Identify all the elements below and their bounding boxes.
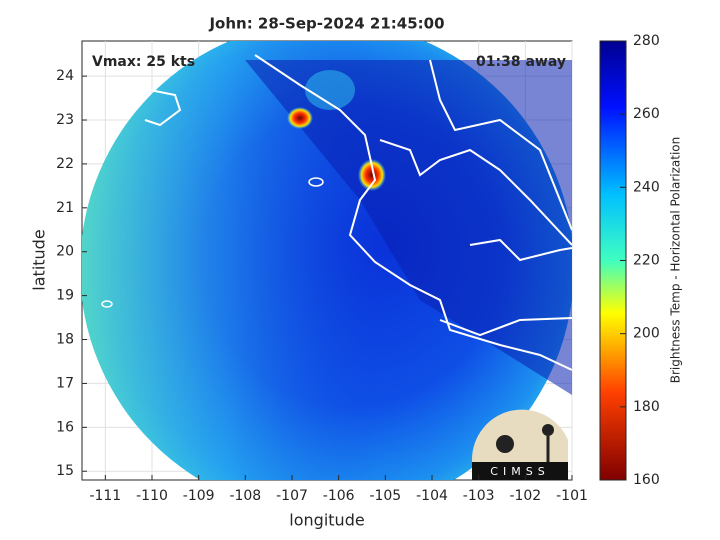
- y-tick-label: 21: [56, 200, 74, 216]
- y-axis-label: latitude: [30, 229, 49, 290]
- island: [101, 300, 113, 308]
- logo-tower: [542, 424, 554, 436]
- border: [379, 139, 572, 246]
- logo-text: CIMSS: [490, 465, 549, 478]
- time-annotation: 01:38 away: [476, 54, 566, 70]
- vmax-annotation: Vmax: 25 kts: [92, 54, 195, 70]
- x-axis-label: longitude: [289, 511, 364, 530]
- x-tick-label: -102: [509, 488, 541, 504]
- colorbar-tick-label: 280: [633, 33, 660, 49]
- border: [469, 238, 572, 262]
- x-tick-label: -106: [323, 488, 355, 504]
- y-tick-label: 20: [56, 244, 74, 260]
- colorbar-tick-label: 200: [633, 326, 660, 342]
- y-tick-label: 18: [56, 332, 74, 348]
- y-tick-label: 17: [56, 375, 74, 391]
- coastline: [254, 54, 572, 371]
- y-tick-label: 22: [56, 156, 74, 172]
- y-tick-label: 16: [56, 419, 74, 435]
- x-tick-label: -105: [369, 488, 401, 504]
- logo-dish: [496, 435, 514, 453]
- hot-spot: [287, 107, 313, 129]
- colorbar-tick-label: 160: [633, 472, 660, 488]
- x-tick-label: -104: [416, 488, 448, 504]
- y-tick-label: 15: [56, 463, 74, 479]
- island: [308, 177, 324, 187]
- y-tick-label: 23: [56, 112, 74, 128]
- colorbar-tick-label: 240: [633, 179, 660, 195]
- colorbar-tick-label: 260: [633, 106, 660, 122]
- hot-spot: [358, 159, 386, 191]
- colorbar-tick-label: 180: [633, 399, 660, 415]
- x-tick-label: -110: [136, 488, 168, 504]
- logo: CIMSS: [471, 409, 568, 480]
- border: [439, 317, 572, 337]
- border: [429, 59, 572, 231]
- colorbar-label: Brightness Temp - Horizontal Polarizatio…: [669, 137, 683, 384]
- x-tick-label: -107: [276, 488, 308, 504]
- colorbar-tick-label: 220: [633, 253, 660, 269]
- x-tick-label: -111: [89, 488, 121, 504]
- coastline: [144, 89, 182, 127]
- imagery: [82, 41, 572, 480]
- land-region: [245, 60, 572, 395]
- x-tick-label: -101: [556, 488, 588, 504]
- cloud: [305, 70, 355, 110]
- y-tick-label: 19: [56, 288, 74, 304]
- logo-band: [472, 462, 568, 480]
- y-tick-label: 24: [56, 68, 74, 84]
- x-tick-label: -103: [463, 488, 495, 504]
- title: John: 28-Sep-2024 21:45:00: [208, 15, 444, 33]
- x-tick-label: -108: [229, 488, 261, 504]
- x-tick-label: -109: [183, 488, 215, 504]
